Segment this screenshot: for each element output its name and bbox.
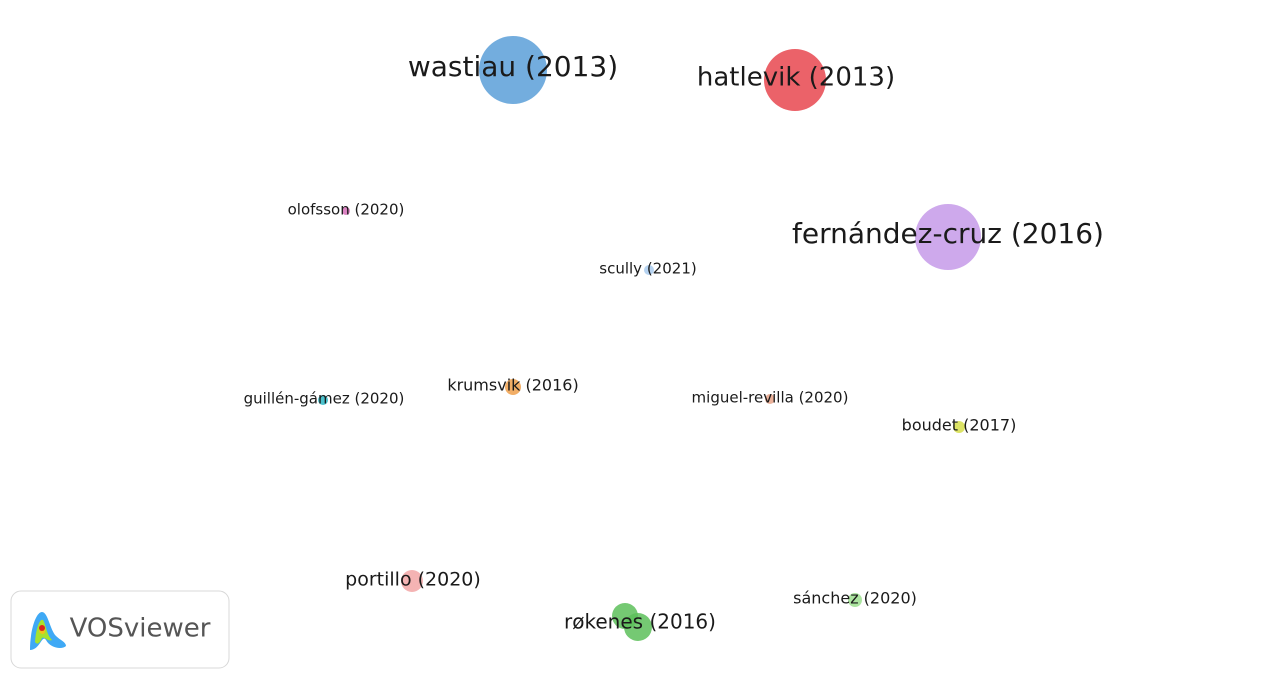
node-label: guillén-gámez (2020) (244, 390, 405, 408)
node-label: krumsvik (2016) (447, 376, 578, 395)
node-circle (342, 207, 350, 215)
node-circle (848, 593, 862, 607)
node-circle (644, 265, 654, 275)
node: scully (2021) (599, 260, 696, 278)
node-circle (624, 613, 652, 641)
node-circle (765, 394, 775, 404)
node: krumsvik (2016) (447, 376, 579, 395)
logo-box (10, 590, 230, 669)
node-label: olofsson (2020) (288, 201, 405, 219)
node-label: miguel-revilla (2020) (692, 389, 849, 407)
node-label: boudet (2017) (902, 416, 1017, 435)
node: olofsson (2020) (288, 201, 405, 219)
node-label: scully (2021) (599, 260, 696, 278)
node-circle (505, 379, 521, 395)
node: fernández-cruz (2016) (792, 204, 1104, 270)
node-label: hatlevik (2013) (697, 63, 895, 93)
node-label: portillo (2020) (345, 569, 481, 591)
node: portillo (2020) (345, 569, 481, 592)
logo: VOSviewer (10, 590, 230, 669)
node-label: røkenes (2016) (564, 610, 716, 634)
node-circle (915, 204, 981, 270)
node-circle (953, 421, 965, 433)
logo-icon (30, 612, 66, 650)
node: boudet (2017) (902, 416, 1017, 435)
node-label: wastiau (2013) (408, 50, 618, 83)
node-label: sánchez (2020) (793, 589, 917, 608)
logo-text: VOSviewer (70, 614, 211, 644)
node-circle (764, 49, 826, 111)
node-circle (318, 395, 328, 405)
node: miguel-revilla (2020) (692, 389, 849, 407)
node: hatlevik (2013) (697, 49, 895, 111)
node-circle (479, 36, 547, 104)
node: wastiau (2013) (408, 36, 618, 104)
node: røkenes (2016) (564, 603, 716, 641)
node: guillén-gámez (2020) (244, 390, 405, 408)
node-circle (401, 570, 423, 592)
node-label: fernández-cruz (2016) (792, 217, 1104, 250)
node: sánchez (2020) (793, 589, 917, 608)
